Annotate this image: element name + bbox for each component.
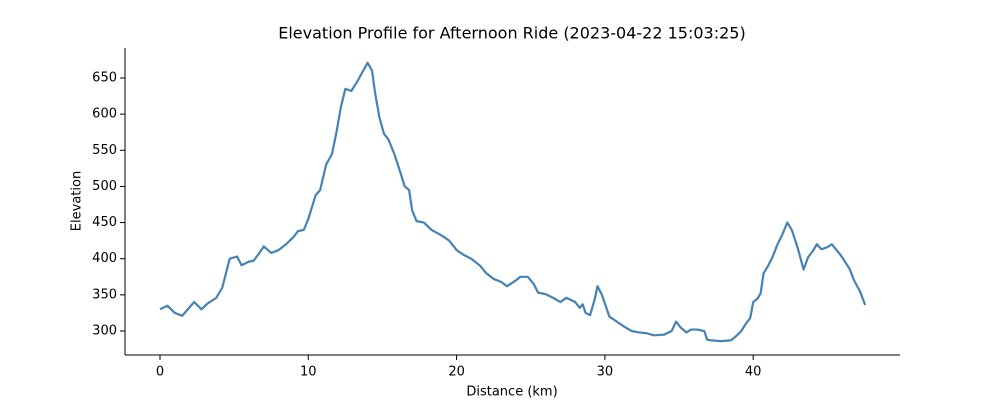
x-tick-label: 30 — [597, 365, 614, 380]
y-axis-label: Elevation — [70, 171, 85, 231]
y-tick-label: 300 — [92, 324, 117, 339]
y-tick-label: 550 — [92, 143, 117, 158]
x-tick-label: 20 — [448, 365, 465, 380]
x-tick-label: 0 — [156, 365, 164, 380]
y-tick-label: 650 — [92, 70, 117, 85]
y-tick-label: 350 — [92, 287, 117, 302]
x-tick-label: 10 — [300, 365, 317, 380]
y-tick-label: 400 — [92, 251, 117, 266]
x-tick-label: 40 — [745, 365, 762, 380]
y-tick-label: 600 — [92, 107, 117, 122]
y-tick-label: 450 — [92, 215, 117, 230]
chart-title: Elevation Profile for Afternoon Ride (20… — [278, 24, 745, 43]
x-axis-label: Distance (km) — [466, 385, 557, 400]
y-tick-label: 500 — [92, 179, 117, 194]
line — [159, 61, 867, 343]
